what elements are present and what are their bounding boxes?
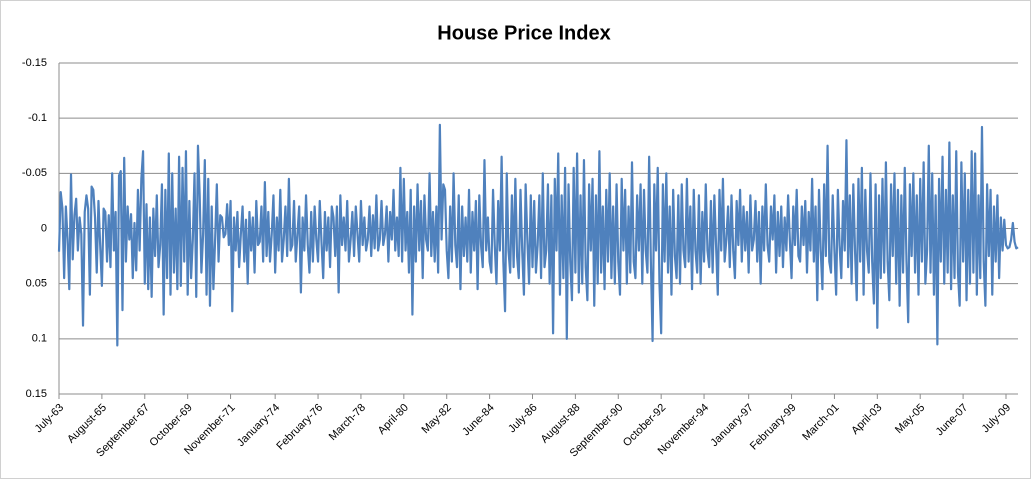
y-tick-label: -0.15 <box>22 57 47 69</box>
chart-title: House Price Index <box>437 22 610 44</box>
y-tick-label: -0.05 <box>22 167 47 179</box>
y-tick-label: 0 <box>41 222 47 234</box>
y-tick-label: 0.15 <box>26 388 47 400</box>
data-line <box>57 123 1019 347</box>
y-tick-label: -0.1 <box>28 112 47 124</box>
y-tick-label: 0.05 <box>26 278 47 290</box>
y-tick-label: 0.1 <box>32 333 47 345</box>
